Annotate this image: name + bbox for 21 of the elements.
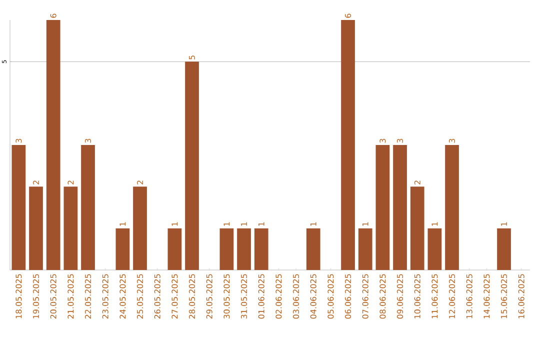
bar [81,145,95,270]
bar [376,145,390,270]
bar [46,20,60,270]
bar [341,20,355,270]
bar [116,228,130,270]
bar [237,228,251,270]
bar [185,62,199,270]
bar [12,145,26,270]
bar [445,145,459,270]
bar [254,228,268,270]
bar [393,145,407,270]
bar [428,228,442,270]
bar [497,228,511,270]
bar [168,228,182,270]
bar [410,186,424,270]
bar [358,228,372,270]
bar [64,186,78,270]
bar [29,186,43,270]
bar [220,228,234,270]
bar [133,186,147,270]
bar [306,228,320,270]
